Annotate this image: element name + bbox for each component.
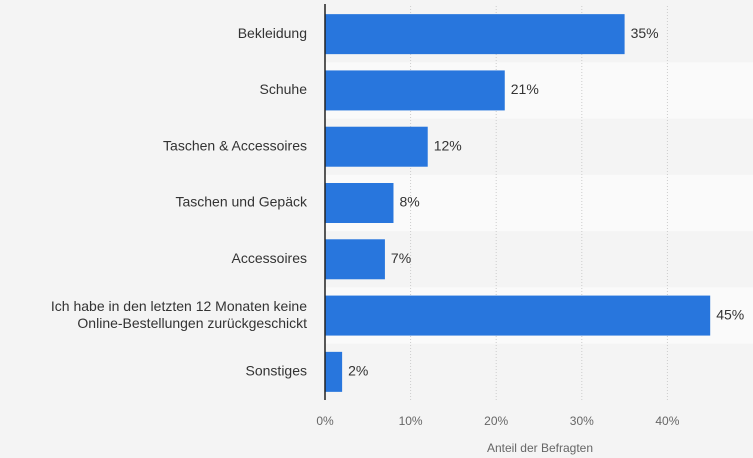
x-tick-label: 20% [484,414,508,428]
value-label: 21% [511,81,539,97]
y-tick-label: Bekleidung [238,25,307,41]
x-axis-label: Anteil der Befragten [487,441,593,455]
value-label: 45% [716,306,744,322]
bar [325,14,625,55]
bar [325,126,428,167]
row-band [325,174,753,232]
bar [325,183,394,223]
bar [325,351,343,392]
value-label: 8% [399,194,419,210]
y-tick-label: Sonstiges [246,363,307,379]
y-tick-label: Taschen & Accessoires [163,137,307,153]
y-tick-label: Ich habe in den letzten 12 Monaten keine… [51,298,307,331]
value-label: 35% [631,25,659,41]
x-tick-label: 0% [316,414,334,428]
y-tick-label: Accessoires [232,250,307,266]
bar [325,239,385,280]
x-tick-label: 30% [570,414,594,428]
y-tick-label: Taschen und Gepäck [175,194,308,210]
value-label: 2% [348,363,368,379]
value-label: 12% [434,137,462,153]
bar [325,295,711,336]
bar [325,70,505,111]
x-tick-label: 10% [399,414,423,428]
value-label: 7% [391,250,411,266]
y-tick-label: Schuhe [260,81,308,97]
x-tick-label: 40% [655,414,679,428]
